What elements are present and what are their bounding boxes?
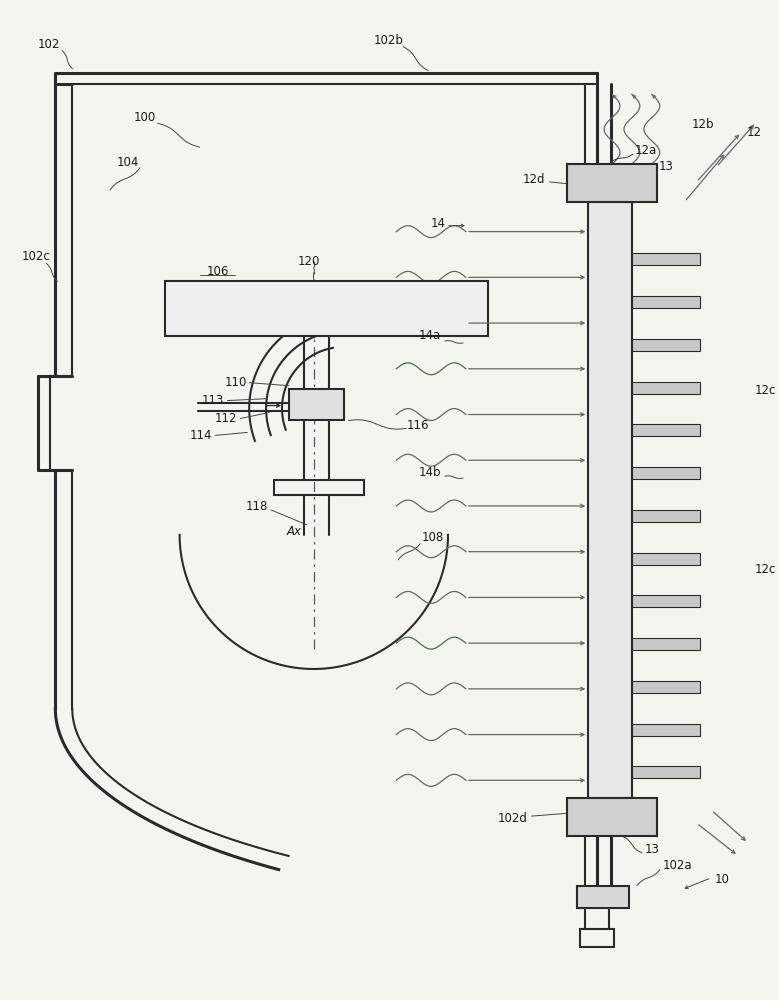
- Bar: [632, 382, 700, 394]
- Text: Ax: Ax: [287, 525, 301, 538]
- Text: 12b: 12b: [692, 118, 714, 131]
- Text: 118: 118: [246, 500, 268, 513]
- Text: 102b: 102b: [373, 34, 404, 47]
- Bar: [632, 553, 700, 565]
- Text: 112: 112: [215, 412, 238, 425]
- Text: 12: 12: [746, 126, 761, 139]
- Text: 14: 14: [431, 217, 446, 230]
- Text: 10: 10: [714, 873, 729, 886]
- Bar: [632, 467, 700, 479]
- Text: 12c: 12c: [754, 384, 776, 397]
- Bar: [588, 202, 632, 798]
- Bar: [632, 638, 700, 650]
- Bar: [632, 424, 700, 436]
- Text: 120: 120: [298, 255, 320, 268]
- Text: 100: 100: [134, 111, 156, 124]
- Text: 108: 108: [422, 531, 444, 544]
- Bar: [632, 724, 700, 736]
- Text: 102a: 102a: [663, 859, 693, 872]
- Bar: [289, 389, 344, 420]
- Text: 104: 104: [117, 156, 139, 169]
- Text: 114: 114: [190, 429, 213, 442]
- Text: 116: 116: [407, 419, 429, 432]
- Bar: [632, 681, 700, 693]
- Text: 102: 102: [37, 38, 60, 51]
- Bar: [567, 164, 657, 202]
- Text: 106: 106: [206, 265, 228, 278]
- Bar: [567, 798, 657, 836]
- Bar: [632, 510, 700, 522]
- Bar: [632, 253, 700, 265]
- Bar: [632, 595, 700, 607]
- Text: 12d: 12d: [523, 173, 545, 186]
- Text: 12c: 12c: [754, 563, 776, 576]
- Text: 13: 13: [659, 160, 674, 173]
- Text: 113: 113: [202, 394, 224, 407]
- Text: 12a: 12a: [635, 144, 657, 157]
- Bar: [164, 281, 488, 336]
- Text: 110: 110: [225, 376, 247, 389]
- Text: 14b: 14b: [418, 466, 441, 479]
- Bar: [632, 766, 700, 778]
- Text: 102c: 102c: [22, 250, 51, 263]
- Bar: [632, 339, 700, 351]
- Bar: [577, 886, 629, 908]
- Text: 102d: 102d: [498, 812, 527, 825]
- Text: 13: 13: [645, 843, 660, 856]
- Bar: [632, 296, 700, 308]
- Text: 14a: 14a: [419, 329, 441, 342]
